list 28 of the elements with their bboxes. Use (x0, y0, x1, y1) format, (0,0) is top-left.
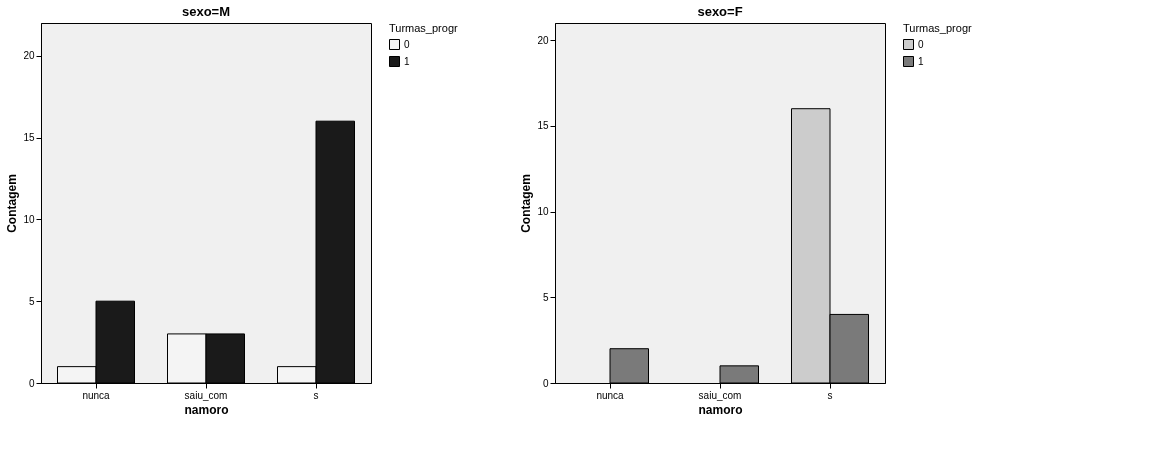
y-tick-label: 10 (23, 213, 35, 225)
legend-title: Turmas_progr (389, 22, 459, 34)
y-tick-label: 5 (28, 295, 35, 307)
x-axis-title: namoro (698, 402, 743, 417)
x-tick-label: nunca (596, 389, 625, 401)
legend-label: 0 (918, 38, 924, 50)
y-tick-label: 15 (23, 132, 35, 144)
chart-title: sexo=F (697, 4, 743, 19)
y-tick-label: 0 (28, 377, 35, 389)
y-axis-title: Contagem (519, 174, 534, 233)
legend-title: Turmas_progr (903, 22, 973, 34)
x-tick-label: nunca (82, 389, 111, 401)
y-tick-label: 20 (537, 34, 549, 46)
y-axis-title: Contagem (5, 174, 20, 233)
legend-label: 1 (404, 55, 410, 67)
x-tick-label: s (313, 389, 319, 401)
y-tick-label: 10 (537, 206, 549, 218)
x-tick-label: saiu_com (184, 389, 228, 401)
x-tick-label: s (827, 389, 833, 401)
x-axis-title: namoro (184, 402, 229, 417)
y-tick-label: 15 (537, 120, 549, 132)
chart-title: sexo=M (181, 4, 231, 19)
legend-label: 0 (404, 38, 410, 50)
y-tick-label: 0 (542, 377, 549, 389)
x-tick-label: saiu_com (698, 389, 742, 401)
legend-label: 1 (918, 55, 924, 67)
y-tick-label: 5 (542, 291, 549, 303)
y-tick-label: 20 (23, 50, 35, 62)
